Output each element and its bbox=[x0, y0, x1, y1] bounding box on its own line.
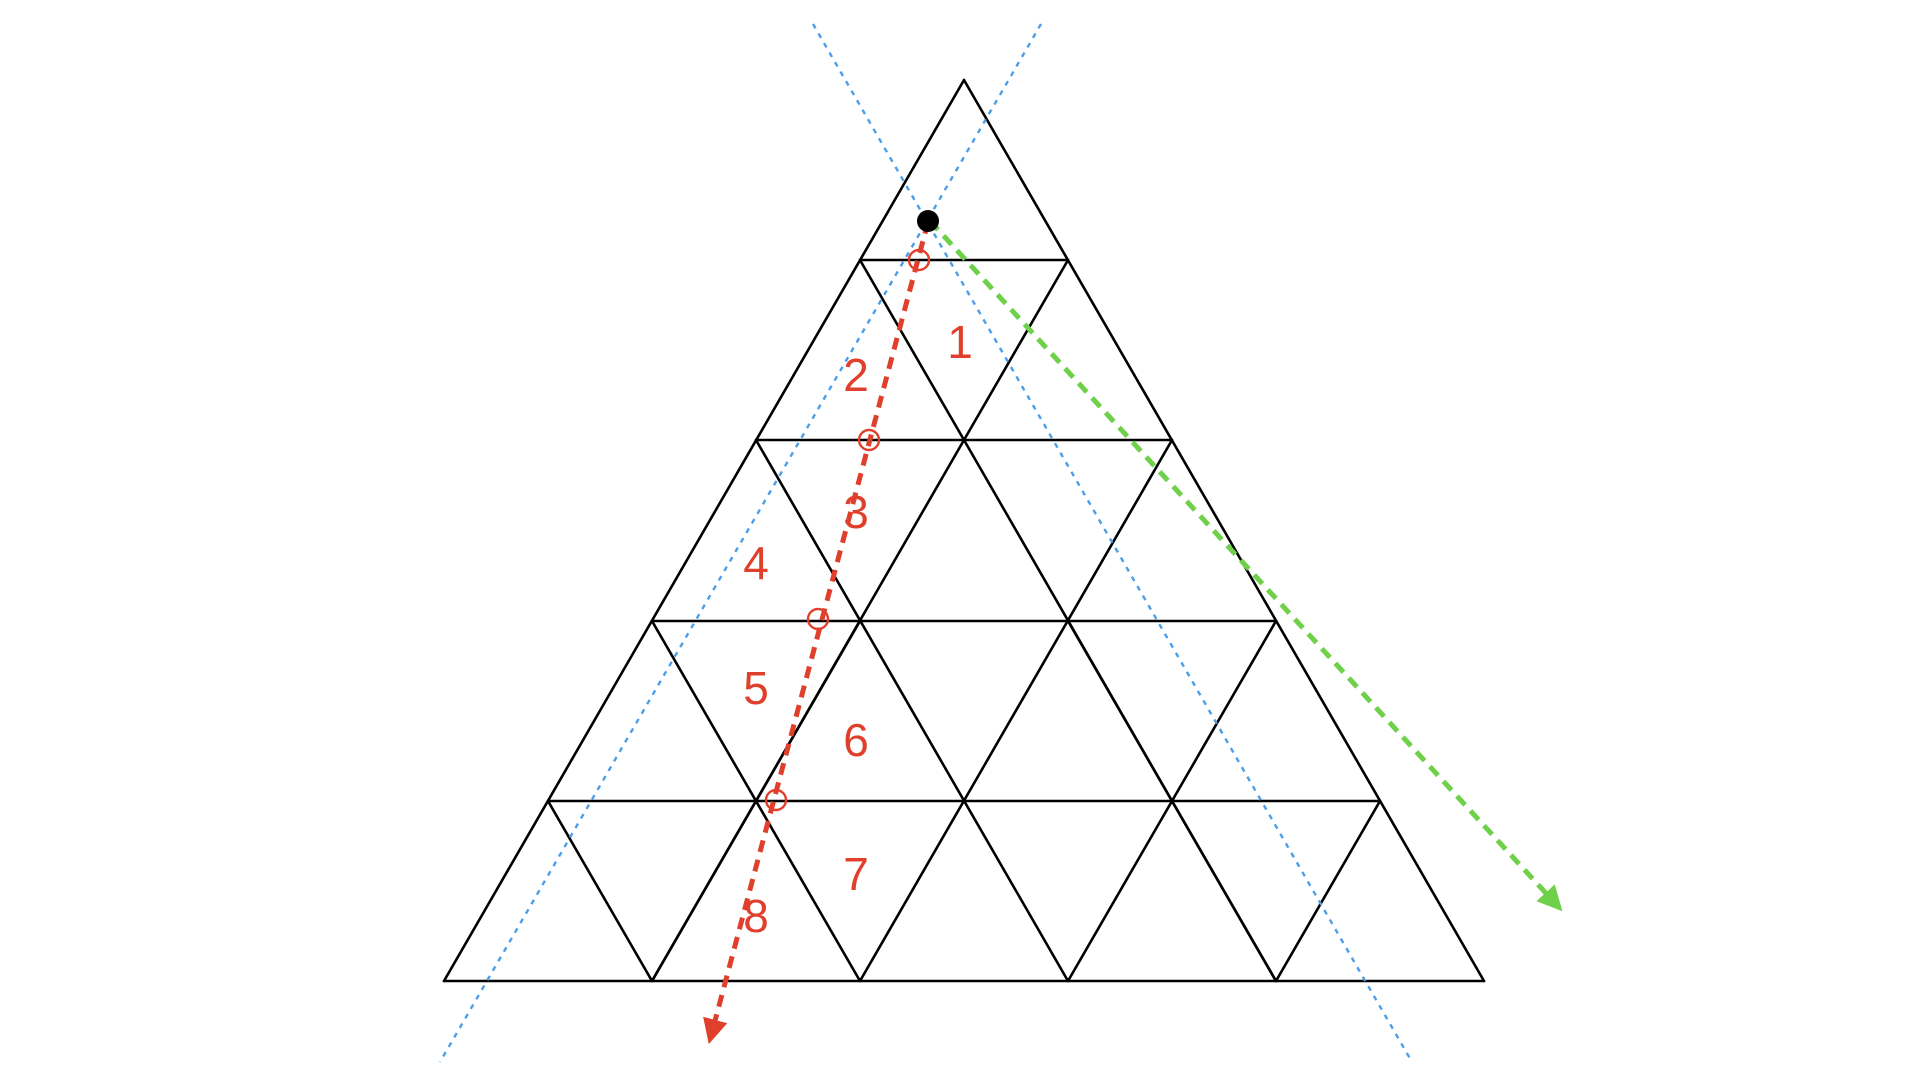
guide-line-left bbox=[438, 23, 1043, 1063]
grid-diag-right-4 bbox=[546, 799, 654, 983]
grid-diag-left-3 bbox=[1066, 619, 1278, 983]
triangle-label-1: 1 bbox=[947, 316, 973, 368]
edge-crossing-marker bbox=[764, 788, 788, 812]
triangle-label-8: 8 bbox=[743, 890, 769, 942]
triangle-label-3: 3 bbox=[843, 486, 869, 538]
triangle-label-6: 6 bbox=[843, 714, 869, 766]
grid-diag-left-4 bbox=[1274, 799, 1382, 983]
triangle-label-7: 7 bbox=[843, 848, 869, 900]
source-point bbox=[917, 210, 939, 232]
outer-left-edge bbox=[442, 78, 966, 983]
edge-crossing-marker bbox=[857, 428, 881, 452]
edge-crossing-marker bbox=[907, 248, 931, 272]
triangle-grid bbox=[442, 78, 1486, 983]
grid-diag-left-1 bbox=[962, 258, 1070, 442]
grid-diag-right-7 bbox=[1170, 799, 1278, 983]
grid-diag-right-2 bbox=[754, 438, 1070, 983]
reflected-path-arrow bbox=[928, 219, 1563, 912]
triangle-label-2: 2 bbox=[843, 349, 869, 401]
triangle-label-4: 4 bbox=[743, 537, 769, 589]
edge-crossing-marker bbox=[806, 607, 830, 631]
grid-diag-left-2 bbox=[858, 438, 1174, 983]
guide-line-right bbox=[811, 23, 1414, 1063]
grid-diag-left-7 bbox=[650, 799, 758, 983]
triangle-label-5: 5 bbox=[743, 662, 769, 714]
grid-diag-right-1 bbox=[858, 258, 966, 442]
outer-right-edge bbox=[962, 78, 1486, 983]
